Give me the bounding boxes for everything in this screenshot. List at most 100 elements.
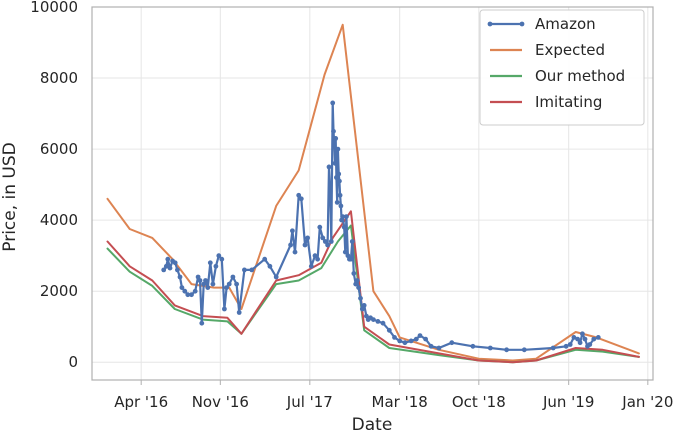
data-point [331, 139, 337, 145]
data-point [210, 281, 216, 287]
data-point [262, 256, 268, 262]
data-point [397, 338, 403, 344]
data-point [199, 320, 205, 326]
data-point [172, 260, 178, 266]
data-point [182, 288, 188, 294]
x-axis-label: Date [352, 415, 393, 435]
data-point [292, 249, 298, 255]
data-point [361, 303, 367, 308]
data-point [163, 263, 169, 269]
data-point [354, 278, 360, 283]
data-point [348, 256, 354, 262]
data-point [308, 263, 314, 269]
data-point [333, 136, 339, 141]
data-point [587, 342, 593, 347]
data-point [267, 263, 273, 269]
data-point [290, 228, 295, 234]
data-point [342, 249, 348, 255]
data-point [332, 160, 338, 166]
data-point [344, 214, 349, 220]
data-point [161, 267, 167, 273]
data-point [380, 320, 386, 326]
data-point [571, 335, 577, 340]
data-point [392, 335, 397, 340]
legend: Amazon Expected Our method Imitating [479, 9, 645, 126]
legend-label: Our method [535, 67, 625, 85]
data-point [408, 338, 414, 344]
data-point [165, 256, 171, 262]
data-point [189, 292, 194, 298]
data-point [205, 285, 211, 290]
y-axis-label: Price, in USD [0, 142, 20, 252]
data-point [203, 278, 208, 283]
data-point [325, 242, 330, 248]
series-amazon [161, 100, 601, 353]
data-point [359, 306, 365, 312]
data-point [423, 336, 428, 342]
data-point [305, 235, 310, 241]
data-point [185, 292, 191, 298]
series-line [106, 23, 640, 362]
data-point [336, 171, 342, 177]
y-tick-label: 6000 [40, 140, 78, 158]
data-point [334, 200, 340, 205]
data-point [567, 342, 573, 347]
legend-label: Imitating [535, 93, 602, 111]
data-point [177, 274, 183, 280]
data-point [504, 347, 509, 353]
data-point [337, 178, 342, 184]
data-point [315, 256, 320, 262]
y-tick-label: 10000 [30, 0, 78, 16]
x-tick-label: Jan '20 [621, 393, 673, 411]
data-point [356, 285, 361, 290]
legend-label: Amazon [535, 15, 596, 33]
data-point [550, 345, 556, 351]
x-tick-label: Jun '19 [542, 393, 594, 411]
data-point [335, 146, 341, 152]
data-point [330, 100, 336, 106]
legend-label: Expected [535, 41, 605, 59]
series-expected [106, 23, 640, 362]
data-point [197, 278, 203, 283]
data-point [230, 274, 236, 280]
y-tick-label: 0 [68, 353, 78, 371]
data-point [341, 224, 347, 230]
data-point [226, 281, 232, 287]
data-point [358, 295, 363, 301]
data-point [371, 317, 376, 322]
data-point [222, 306, 227, 312]
data-point [353, 281, 359, 287]
legend-box [479, 9, 645, 126]
data-point [328, 239, 334, 244]
data-point [234, 281, 240, 287]
tick-labels: 0 2000 4000 6000 8000 10000 Apr '16 Nov '16 Jul … [30, 0, 673, 411]
data-point [242, 267, 247, 273]
data-point [577, 340, 583, 346]
data-point [302, 242, 308, 248]
data-point [322, 239, 328, 244]
data-point [582, 336, 588, 342]
y-tick-label: 4000 [40, 211, 78, 229]
data-point [224, 285, 230, 290]
data-point [219, 256, 225, 262]
data-point [563, 343, 569, 349]
data-point [340, 214, 346, 220]
data-point [179, 285, 185, 290]
data-point [192, 288, 198, 294]
x-tick-label: Nov '16 [192, 393, 249, 411]
legend-marker [487, 21, 493, 27]
data-point [595, 335, 601, 340]
data-point [207, 260, 213, 266]
data-point [201, 281, 207, 287]
data-point [298, 196, 304, 202]
data-point [428, 343, 434, 349]
data-point [351, 271, 357, 276]
data-point [320, 235, 326, 241]
x-tick-label: Apr '16 [114, 393, 168, 411]
data-point [331, 128, 336, 134]
plot-border [91, 6, 654, 381]
y-tick-label: 8000 [40, 69, 78, 87]
data-point [334, 175, 339, 180]
y-tick-label: 2000 [40, 282, 78, 300]
data-point [402, 340, 408, 346]
